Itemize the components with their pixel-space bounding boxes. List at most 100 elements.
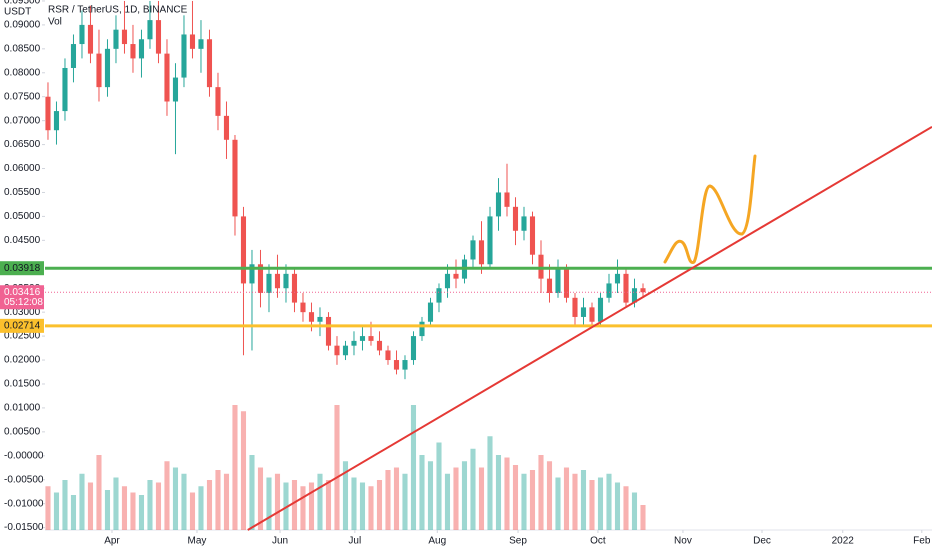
volume-bar: [512, 465, 519, 530]
volume-bar: [223, 473, 230, 530]
candle-body: [529, 216, 536, 255]
volume-bar: [504, 457, 510, 530]
y-tick-label: -0.00000: [4, 450, 44, 461]
candle-body: [614, 273, 621, 284]
candle-body: [597, 297, 604, 322]
volume-bar: [164, 461, 170, 530]
x-tick-label: Jul: [348, 536, 361, 547]
volume-bar: [351, 477, 357, 530]
volume-bar: [249, 455, 255, 530]
y-tick-label: 0.01000: [4, 403, 41, 414]
y-tick-label: 0.08500: [4, 43, 41, 54]
volume-bar: [45, 486, 51, 530]
volume-bar: [538, 455, 544, 530]
candle-body: [495, 192, 502, 217]
freehand-drawing: [663, 154, 757, 264]
candle-body: [45, 96, 51, 131]
trend-line: [247, 126, 932, 531]
volume-bar: [555, 477, 561, 530]
candle-body: [504, 192, 510, 207]
volume-bar: [274, 473, 281, 530]
candle-body: [62, 67, 68, 112]
volume-bar: [113, 477, 119, 530]
y-tick-label: 0.07500: [4, 91, 41, 102]
x-tick-label: May: [188, 536, 207, 547]
candle-body: [478, 240, 485, 265]
y-tick-label: 0.02000: [4, 355, 41, 366]
candle-body: [436, 288, 442, 303]
y-tick-label: -0.01000: [4, 498, 44, 509]
volume-bar: [87, 482, 94, 530]
last-price-box: [0, 285, 44, 310]
volume-bar: [300, 486, 306, 530]
candle-body: [283, 273, 289, 289]
candle-body: [308, 312, 315, 322]
candle-body: [300, 302, 306, 313]
candle-body: [164, 53, 170, 102]
volume-bar: [283, 482, 289, 530]
candle-body: [189, 34, 196, 49]
volume-bar: [402, 473, 408, 530]
volume-bar: [419, 455, 425, 530]
volume-bar: [546, 461, 553, 530]
volume-bar: [308, 482, 315, 530]
candle-body: [172, 77, 179, 102]
candle-body: [555, 269, 561, 294]
volume-bar: [368, 486, 374, 530]
candle-body: [215, 87, 221, 116]
candle-body: [104, 48, 111, 88]
volume-bar: [53, 492, 60, 530]
volume-bar: [266, 477, 272, 530]
level-label-box: [0, 261, 44, 276]
volume-bar: [427, 461, 434, 530]
volume-bar: [487, 436, 493, 530]
candle-body: [223, 115, 230, 140]
volume-bar: [478, 467, 485, 530]
candle-body: [325, 316, 332, 346]
volume-bar: [631, 492, 638, 530]
candle-body: [385, 350, 391, 361]
candle-body: [79, 24, 85, 45]
candle-body: [317, 316, 323, 322]
candle-body: [351, 340, 357, 346]
volume-bar: [453, 467, 459, 530]
volume-bar: [189, 492, 196, 530]
volume-bar: [155, 482, 162, 530]
candle-body: [631, 288, 638, 303]
x-tick-label: Jun: [272, 536, 288, 547]
candle-body: [232, 139, 238, 217]
x-tick-label: Feb: [913, 536, 931, 547]
y-tick-label: -0.01500: [4, 522, 44, 533]
x-tick-label: Dec: [753, 536, 771, 547]
volume-bar: [334, 405, 340, 530]
last-price-label: 0.03416: [4, 287, 41, 298]
volume-bar: [529, 470, 536, 530]
volume-bar: [495, 455, 502, 530]
currency-label: USDT: [4, 7, 31, 18]
candle-body: [342, 345, 349, 356]
volume-bar: [206, 480, 213, 530]
x-tick-label: Aug: [428, 536, 446, 547]
candle-body: [512, 206, 519, 231]
volume-bar: [410, 405, 417, 530]
volume-bar: [606, 473, 612, 530]
candle-body: [563, 269, 570, 298]
volume-bar: [181, 473, 187, 530]
y-tick-label: 0.03000: [4, 307, 41, 318]
candle-body: [487, 216, 493, 265]
candle-body: [376, 340, 383, 351]
y-tick-label: 0.02500: [4, 331, 41, 342]
volume-bar: [317, 473, 323, 530]
y-tick-label: -0.00500: [4, 474, 44, 485]
volume-bar: [359, 482, 366, 530]
candle-body: [410, 336, 417, 361]
candle-body: [580, 307, 587, 317]
candle-body: [334, 345, 340, 356]
candle-body: [453, 273, 459, 279]
y-tick-label: 0.05500: [4, 187, 41, 198]
volume-bar: [215, 470, 221, 530]
volume-bar: [521, 473, 527, 530]
volume-bar: [385, 470, 391, 530]
y-tick-label: 0.09500: [4, 0, 41, 7]
